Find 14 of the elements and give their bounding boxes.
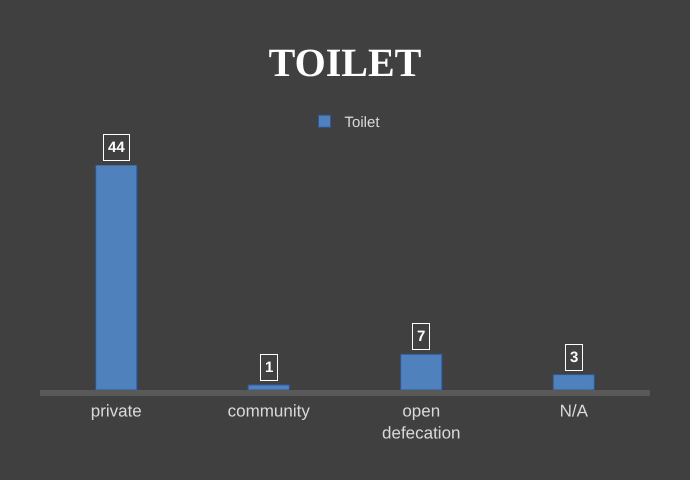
bar	[400, 354, 442, 390]
bar	[248, 384, 290, 390]
chart-title: TOILET	[268, 40, 422, 85]
data-label: 7	[417, 328, 426, 345]
x-tick-label: N/A	[560, 401, 589, 420]
x-tick-label: open defecation	[382, 401, 460, 442]
data-label: 3	[570, 349, 578, 366]
data-label: 1	[265, 359, 274, 376]
legend-label: Toilet	[344, 114, 380, 132]
data-label: 44	[108, 139, 126, 156]
bar	[95, 165, 138, 390]
x-tick-label: community	[228, 401, 310, 420]
x-tick-label: private	[90, 401, 142, 420]
bar	[552, 374, 595, 390]
